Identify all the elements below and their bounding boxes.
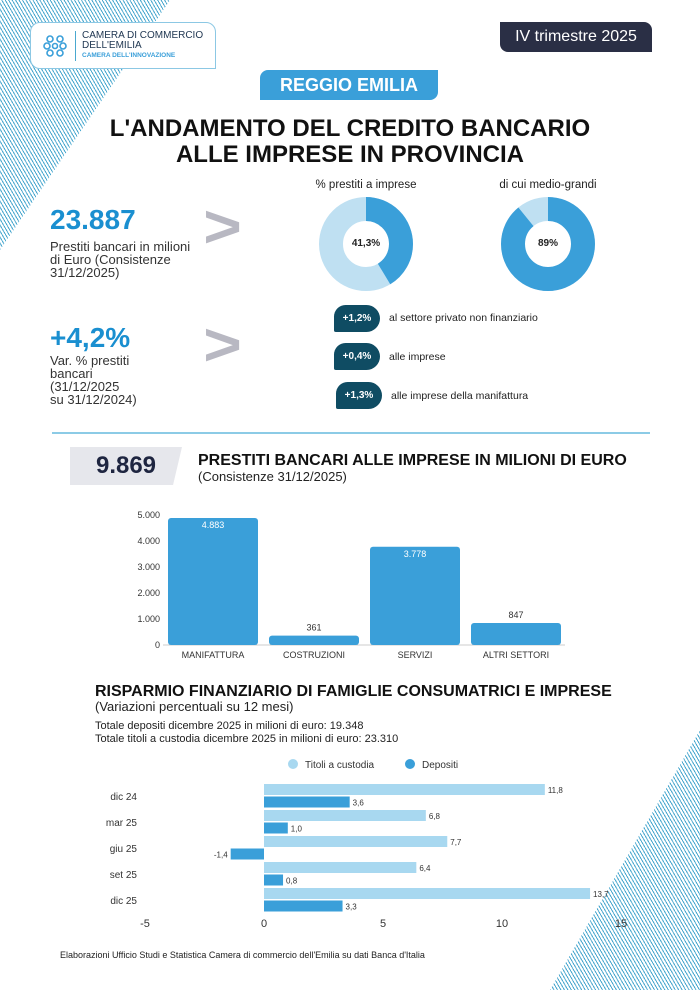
bar [370, 546, 460, 645]
bar [264, 784, 545, 795]
y-tick-label: dic 25 [110, 896, 137, 907]
logo-icon [43, 34, 67, 57]
logo-tagline: CAMERA DELL'INNOVAZIONE [82, 51, 176, 59]
logo: CAMERA DI COMMERCIO DELL'EMILIA CAMERA DEL… [30, 22, 216, 69]
bar [264, 810, 426, 821]
data-label: 4.883 [202, 520, 225, 530]
x-tick-label: ALTRI SETTORI [483, 650, 549, 660]
loans-change: +4,2% [50, 322, 131, 353]
deposits-total: Totale depositi dicembre 2025 in milioni… [95, 720, 364, 732]
logo-text: CAMERA DI COMMERCIO [82, 29, 204, 41]
y-tick-label: mar 25 [106, 818, 138, 829]
bar [168, 518, 258, 645]
donut-segment [501, 197, 595, 291]
bar [471, 622, 561, 645]
legend-label: Depositi [422, 760, 458, 771]
data-label: 847 [508, 610, 523, 620]
province-badge: REGGIO EMILIA [260, 70, 438, 100]
y-tick-label: 0 [155, 640, 160, 650]
bar [264, 900, 343, 912]
data-label: 0,8 [286, 877, 298, 886]
business-loans-total: 9.869 [70, 447, 182, 485]
donut-label: % prestiti a imprese [315, 179, 417, 191]
period-badge: IV trimestre 2025 [500, 22, 652, 52]
data-label: 3,6 [353, 799, 365, 808]
legend-label: Titoli a custodia [305, 760, 375, 771]
bar [230, 848, 264, 860]
x-tick-label: 5 [380, 918, 386, 930]
x-tick-label: SERVIZI [398, 650, 433, 660]
legend-marker [405, 759, 415, 769]
section-title: PRESTITI BANCARI ALLE IMPRESE IN MILIONI… [198, 452, 627, 469]
x-tick-label: MANIFATTURA [182, 650, 245, 660]
x-tick-label: COSTRUZIONI [283, 650, 345, 660]
data-label: 11,8 [548, 786, 564, 795]
loans-total-desc: Prestiti bancari in milioni di Euro (Con… [50, 239, 191, 280]
chevron-right-icon: > [203, 193, 242, 260]
pill-label: al settore privato non finanziario [389, 312, 538, 324]
donut-label: di cui medio-grandi [499, 179, 597, 191]
data-label: 3.778 [404, 549, 427, 559]
data-label: -1,4 [214, 851, 228, 860]
x-tick-label: 0 [261, 918, 267, 930]
bar [264, 836, 448, 847]
pill-value: +1,3% [336, 382, 382, 409]
data-label: 361 [306, 623, 321, 633]
data-label: 13,7 [593, 890, 609, 899]
bar [264, 862, 417, 873]
desc-line: bancari [50, 366, 93, 381]
pill-label: alle imprese [389, 351, 446, 363]
desc-line: su 31/12/2024) [50, 392, 137, 407]
x-tick-label: 10 [496, 918, 508, 930]
section-title: RISPARMIO FINANZIARIO DI FAMIGLIE CONSUM… [95, 683, 612, 700]
y-tick-label: giu 25 [110, 844, 138, 855]
bar [264, 822, 288, 834]
loans-change-desc: Var. % prestiti bancari (31/12/2025 su 31/1… [50, 354, 137, 406]
loans-total: 23.887 [50, 204, 136, 235]
donut-segment [319, 197, 413, 291]
data-label: 6,8 [429, 812, 441, 821]
y-tick-label: 2.000 [137, 588, 160, 598]
page-title: L'ANDAMENTO DEL CREDITO BANCARIO ALLE IMP… [0, 116, 700, 168]
data-label: 7,7 [450, 838, 462, 847]
section-subtitle: (Variazioni percentuali su 12 mesi) [95, 699, 294, 714]
y-tick-label: dic 24 [110, 792, 137, 803]
data-label: 6,4 [419, 864, 431, 873]
y-tick-label: 5.000 [137, 510, 160, 520]
divider [52, 432, 650, 434]
desc-line: Var. % prestiti [50, 353, 130, 368]
legend-marker [288, 759, 298, 769]
y-tick-label: 4.000 [137, 536, 160, 546]
y-tick-label: 1.000 [137, 614, 160, 624]
desc-line: (31/12/2025 [50, 379, 120, 394]
pill-value: +1,2% [334, 305, 380, 332]
bar [264, 874, 284, 886]
pill-value: +0,4% [334, 343, 380, 370]
savings-bar-chart: Titoli a custodia Depositi dic 24 11,8 3,6 ma… [106, 759, 627, 930]
x-tick-label: -5 [140, 918, 150, 930]
section-subtitle: (Consistenze 31/12/2025) [198, 469, 347, 484]
x-tick-label: 15 [615, 918, 627, 930]
pill-label: alle imprese della manifattura [391, 390, 529, 402]
bar [269, 635, 359, 645]
footer-source: Elaborazioni Ufficio Studi e Statistica … [60, 950, 425, 960]
securities-total: Totale titoli a custodia dicembre 2025 i… [95, 733, 399, 745]
data-label: 1,0 [291, 825, 303, 834]
chevron-right-icon: > [203, 311, 242, 378]
title-line: L'ANDAMENTO DEL CREDITO BANCARIO [109, 115, 591, 142]
donut-charts [319, 197, 595, 291]
y-tick-label: 3.000 [137, 562, 160, 572]
bar [264, 888, 591, 899]
donut-value: 89% [537, 238, 558, 249]
title-line: ALLE IMPRESE IN PROVINCIA [175, 141, 525, 168]
data-label: 3,3 [346, 903, 358, 912]
bar [264, 796, 350, 808]
sector-bar-chart: 0 1.000 2.000 3.000 4.000 5.000 4.883 MANIFATTU… [137, 510, 565, 660]
donut-value: 41,3% [351, 238, 381, 249]
y-tick-label: set 25 [110, 870, 138, 881]
logo-text: DELL'EMILIA [82, 39, 142, 51]
